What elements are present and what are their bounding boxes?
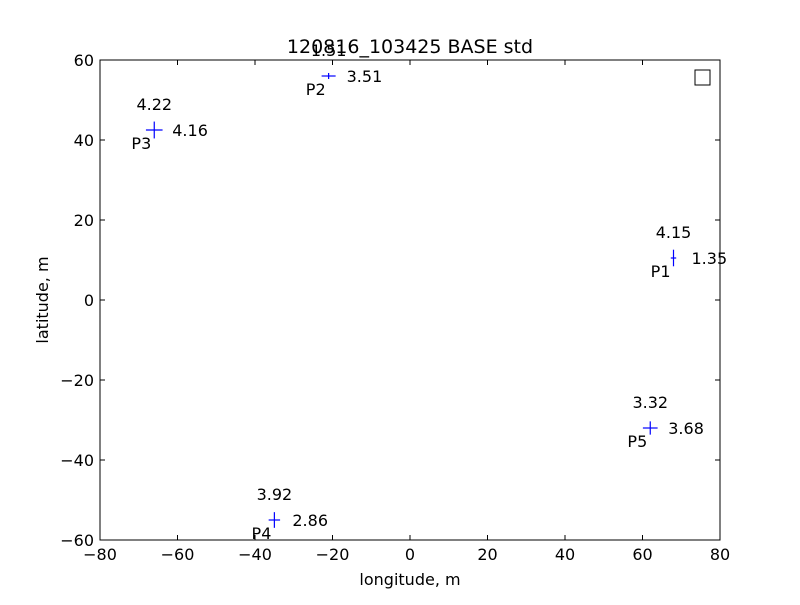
x-tick-label: 80 [710,545,730,564]
chart-title: 120816_103425 BASE std [287,36,533,58]
y-tick-label: 60 [74,51,94,70]
points-layer: 4.151.35 P1 1.513.51 P2 4.224.16 P3 3.92 2.86 P4… [131,41,727,543]
y-tick-label: −60 [60,531,94,550]
x-tick-label: −20 [316,545,350,564]
plot-frame [99,59,721,541]
y-tick-label: −40 [60,451,94,470]
point-name-label: P4 [252,524,272,543]
y-axis-label: latitude, m [33,256,52,343]
point-std-y-label: 4.22 [136,95,172,114]
y-tick-label: 20 [74,211,94,230]
point-name-label: P2 [306,80,326,99]
point-std-y-label: 1.51 [311,41,347,60]
point-name-label: P5 [627,432,647,451]
y-tick-label: −20 [60,371,94,390]
x-tick-label: −40 [238,545,272,564]
x-tick-label: 0 [405,545,415,564]
y-tick-label: 0 [84,291,94,310]
point-name-label: P3 [131,134,151,153]
plot-area [100,60,720,540]
point-name-label: P1 [651,262,671,281]
data-point-p1: 4.151.35 P1 [651,223,727,281]
point-std-x-label: 1.35 [692,249,728,268]
point-std-x-label: 3.51 [347,67,383,86]
point-std-y-label: 3.32 [632,393,668,412]
point-std-x-label: 3.68 [668,419,704,438]
x-tick-label: 40 [555,545,575,564]
x-tick-label: −60 [161,545,195,564]
legend-box [694,69,711,86]
x-axis-label: longitude, m [359,570,460,589]
point-std-x-label: 4.16 [172,121,208,140]
point-std-y-label: 3.92 [257,485,293,504]
data-point-p2: 1.513.51 P2 [306,41,382,99]
x-tick-label: −80 [83,545,117,564]
data-point-p4: 3.92 2.86 P4 [252,485,328,543]
x-tick-label: 60 [632,545,652,564]
point-std-y-label: 4.15 [656,223,692,242]
data-point-p5: 3.323.68 P5 [627,393,703,451]
y-tick-label: 40 [74,131,94,150]
point-std-x-label: 2.86 [292,511,328,530]
x-tick-label: 20 [477,545,497,564]
data-point-p3: 4.224.16 P3 [131,95,207,153]
